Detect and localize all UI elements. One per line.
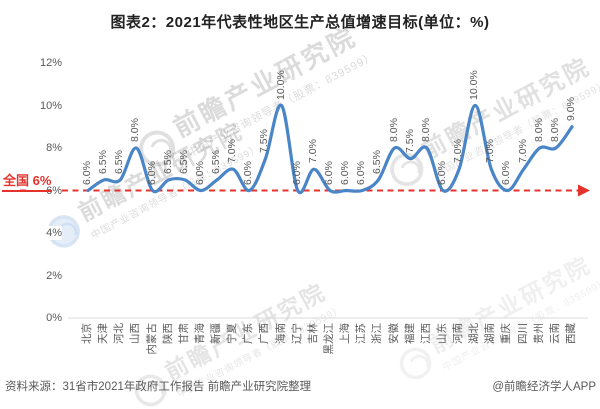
- data-point-label: 6.0%: [339, 160, 352, 185]
- data-point-label: 7.0%: [452, 139, 465, 164]
- x-category-label: 贵州: [532, 323, 545, 344]
- x-category-label: 河南: [452, 323, 465, 344]
- x-category-label: 云南: [548, 323, 561, 344]
- x-category-label: 天津: [97, 323, 110, 344]
- x-category-label: 宁夏: [226, 323, 239, 344]
- x-category-label: 山东: [435, 323, 448, 344]
- x-category-label: 湖北: [468, 323, 481, 344]
- x-category-label: 湖南: [484, 323, 497, 344]
- y-tick-label: 8%: [28, 141, 62, 155]
- x-category-label: 新疆: [210, 323, 223, 344]
- x-category-label: 浙江: [371, 323, 384, 344]
- chart-title: 图表2：2021年代表性地区生产总值增速目标(单位：%): [110, 14, 490, 31]
- x-category-label: 河北: [113, 323, 126, 344]
- data-point-label: 6.5%: [177, 149, 190, 174]
- x-category-label: 吉林: [306, 323, 319, 344]
- data-point-label: 6.0%: [145, 160, 158, 185]
- data-point-label: 6.0%: [81, 160, 93, 185]
- data-point-label: 6.5%: [113, 149, 126, 174]
- x-category-label: 山西: [129, 323, 142, 344]
- data-point-label: 7.0%: [306, 139, 319, 164]
- y-tick-label: 10%: [28, 98, 62, 113]
- data-point-label: 6.0%: [355, 160, 368, 185]
- y-tick-label: 0%: [28, 311, 62, 325]
- credit-note: @前瞻经济学人APP: [492, 381, 596, 393]
- data-point-label: 10.0%: [468, 69, 481, 100]
- x-category-label: 重庆: [500, 323, 513, 344]
- x-category-label: 黑龙江: [323, 323, 335, 355]
- data-point-label: 6.5%: [97, 149, 110, 174]
- data-point-label: 10.0%: [274, 69, 287, 100]
- data-point-label: 8.0%: [129, 118, 142, 142]
- x-category-label: 四川: [516, 323, 529, 344]
- y-tick-label: 12%: [28, 56, 62, 70]
- data-point-label: 6.0%: [435, 160, 448, 185]
- x-category-label: 江苏: [355, 323, 368, 344]
- data-point-label: 7.0%: [484, 139, 497, 164]
- data-point-label: 7.5%: [258, 128, 271, 153]
- reference-line-arrow-icon: [578, 184, 590, 197]
- y-tick-label: 4%: [28, 226, 62, 240]
- data-point-label: 8.0%: [548, 118, 561, 142]
- x-category-label: 广西: [258, 323, 271, 344]
- line-series: [86, 103, 574, 195]
- y-tick-label: 2%: [28, 268, 62, 283]
- data-point-label: 8.0%: [532, 118, 545, 142]
- data-point-label: 6.0%: [500, 160, 513, 185]
- data-point-label: 9.0%: [565, 96, 577, 121]
- x-category-label: 广东: [242, 323, 255, 344]
- data-point-label: 8.0%: [419, 118, 432, 142]
- x-category-label: 海南: [274, 323, 287, 344]
- x-category-label: 青海: [193, 323, 206, 344]
- data-point-label: 6.5%: [161, 149, 174, 174]
- x-category-label: 江西: [419, 323, 432, 344]
- x-category-label: 西藏: [565, 323, 577, 344]
- reference-line-label: 全国 6%: [2, 170, 53, 192]
- data-point-label: 7.5%: [403, 128, 416, 153]
- data-point-label: 6.5%: [210, 149, 223, 174]
- x-category-label: 陕西: [161, 323, 174, 344]
- x-category-label: 辽宁: [290, 323, 303, 344]
- x-category-label: 北京: [81, 323, 93, 344]
- x-category-label: 福建: [403, 323, 416, 344]
- x-category-label: 安徽: [387, 323, 400, 344]
- footer: 资料来源：31省市2021年政府工作报告 前瞻产业研究院整理 @前瞻经济学人AP…: [5, 378, 596, 394]
- data-point-label: 6.0%: [193, 160, 206, 185]
- x-category-label: 内蒙古: [145, 323, 158, 355]
- data-point-label: 6.0%: [323, 160, 335, 185]
- x-category-label: 甘肃: [177, 323, 190, 344]
- x-category-label: 上海: [339, 323, 352, 344]
- data-point-label: 6.5%: [371, 149, 384, 174]
- data-point-label: 7.0%: [516, 139, 529, 164]
- data-point-label: 7.0%: [226, 139, 239, 164]
- data-point-label: 6.0%: [242, 160, 255, 185]
- data-point-label: 8.0%: [387, 118, 400, 142]
- data-point-label: 6.0%: [290, 160, 303, 185]
- source-note: 资料来源：31省市2021年政府工作报告 前瞻产业研究院整理: [5, 381, 312, 393]
